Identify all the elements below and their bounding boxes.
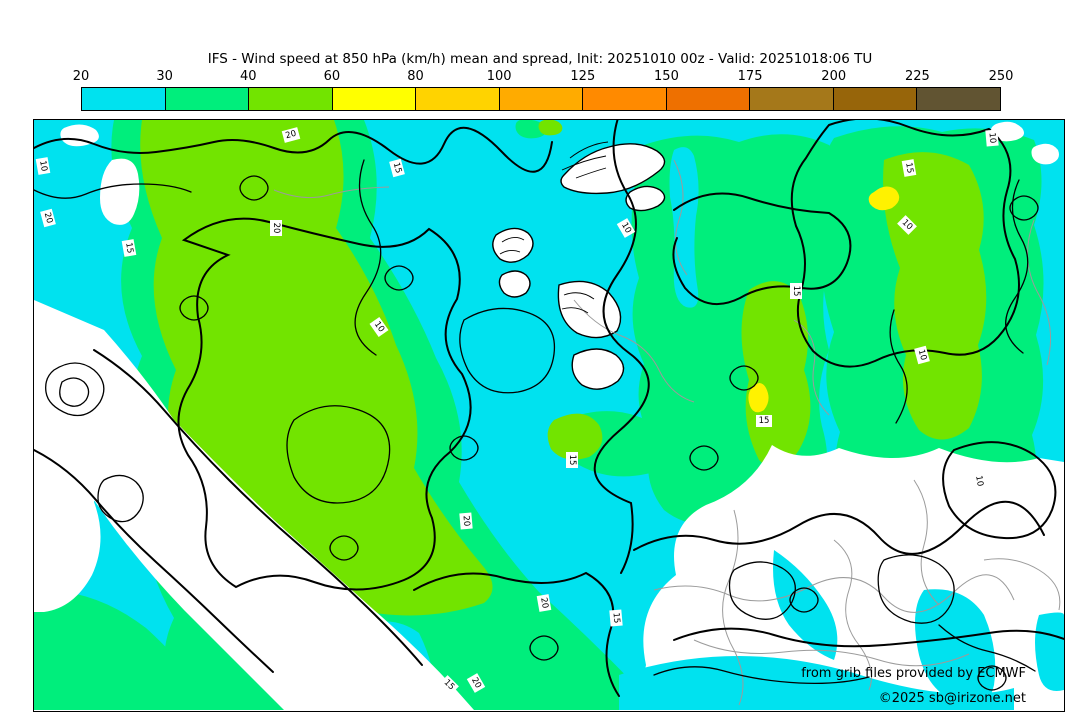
contour-label: 15: [389, 158, 405, 178]
svg-text:15: 15: [567, 455, 577, 466]
attribution-copyright: ©2025 sb@irizone.net: [878, 691, 1026, 706]
colorbar-tick: 225: [904, 69, 930, 84]
colorbar-tick: 40: [239, 69, 257, 84]
svg-text:10: 10: [619, 221, 633, 235]
contour-label: 15: [756, 415, 772, 427]
svg-text:15: 15: [759, 416, 770, 426]
colorbar-tick: 250: [988, 69, 1014, 84]
colorbar-tick: 150: [654, 69, 679, 84]
wind-speed-map: 10 20 15 20 20 15 10 10 15 10 15 10 10 15 15 20 20 15 20 10…: [34, 120, 1064, 710]
contour-label: 15: [439, 675, 459, 695]
chart-title: IFS - Wind speed at 850 hPa (km/h) mean …: [207, 51, 873, 67]
svg-text:15: 15: [791, 286, 801, 297]
colorbar-segment: [498, 88, 583, 110]
colorbar-segment: [164, 88, 249, 110]
colorbar-tick: 80: [407, 69, 424, 84]
colorbar-segment: [331, 88, 416, 110]
colorbar-segment: [665, 88, 750, 110]
svg-text:15: 15: [123, 242, 135, 254]
colorbar-segment: [832, 88, 917, 110]
contour-label: 20: [466, 673, 486, 693]
svg-text:20: 20: [538, 597, 550, 609]
contour-label: 15: [566, 452, 578, 468]
colorbar-scale: [81, 87, 1001, 111]
contour-label: 20: [536, 594, 552, 612]
colorbar-segment: [916, 88, 1001, 110]
colorbar-tick: 60: [323, 69, 341, 84]
svg-text:10: 10: [37, 160, 49, 172]
colorbar-segment: [582, 88, 666, 110]
colorbar-tick: 100: [486, 69, 512, 84]
svg-text:15: 15: [903, 162, 915, 174]
contour-label: 10: [971, 472, 987, 490]
colorbar-segment: [82, 88, 165, 110]
colorbar-tick: 30: [156, 69, 173, 84]
svg-text:10: 10: [916, 348, 928, 361]
colorbar-tick: 175: [737, 69, 763, 84]
colorbar-segment: [415, 88, 499, 110]
contour-label: 20: [270, 220, 282, 236]
contour-label: 15: [609, 609, 623, 627]
contour-label: 20: [40, 208, 56, 228]
contour-label: 10: [914, 345, 930, 365]
contour-labels: 10 20 15 20 20 15 10 10 15 10 15 10 10 15 15 20 20 15 20 10…: [35, 127, 999, 695]
contour-label: 10: [35, 157, 51, 175]
svg-text:15: 15: [391, 161, 403, 174]
attribution-source: from grib files provided by ECMWF: [801, 666, 1026, 681]
svg-text:20: 20: [42, 211, 54, 224]
svg-text:10: 10: [973, 475, 985, 487]
colorbar-tick: 20: [72, 69, 90, 84]
map-panel: 10 20 15 20 20 15 10 10 15 10 15 10 10 15 15 20 20 15 20 10…: [33, 119, 1065, 712]
contour-label: 20: [281, 127, 301, 143]
colorbar-segment: [248, 88, 332, 110]
contour-label: 15: [901, 159, 917, 177]
colorbar-tick: 200: [821, 69, 847, 84]
colorbar-tick-labels: 20 30 40 60 80 100 125 150 175 200 225 250: [73, 69, 1014, 85]
contour-label: 10: [616, 218, 636, 238]
svg-text:20: 20: [271, 223, 281, 234]
map-contour-lines: [34, 120, 1064, 697]
contour-label: 15: [790, 283, 802, 299]
colorbar: 20 30 40 60 80 100 125 150 175 200 225 250: [73, 69, 1014, 111]
svg-text:20: 20: [284, 129, 297, 141]
contour-label: 10: [985, 129, 999, 147]
colorbar-tick: 125: [570, 69, 596, 84]
svg-text:15: 15: [611, 612, 622, 624]
svg-text:20: 20: [469, 676, 483, 690]
contour-label: 10: [897, 215, 917, 235]
map-yellow-spots: [748, 186, 900, 413]
svg-text:10: 10: [987, 132, 998, 144]
svg-text:20: 20: [461, 515, 472, 527]
contour-label: 10: [369, 317, 389, 337]
colorbar-segment: [749, 88, 833, 110]
contour-label: 20: [459, 512, 473, 530]
contour-label: 15: [121, 239, 137, 257]
